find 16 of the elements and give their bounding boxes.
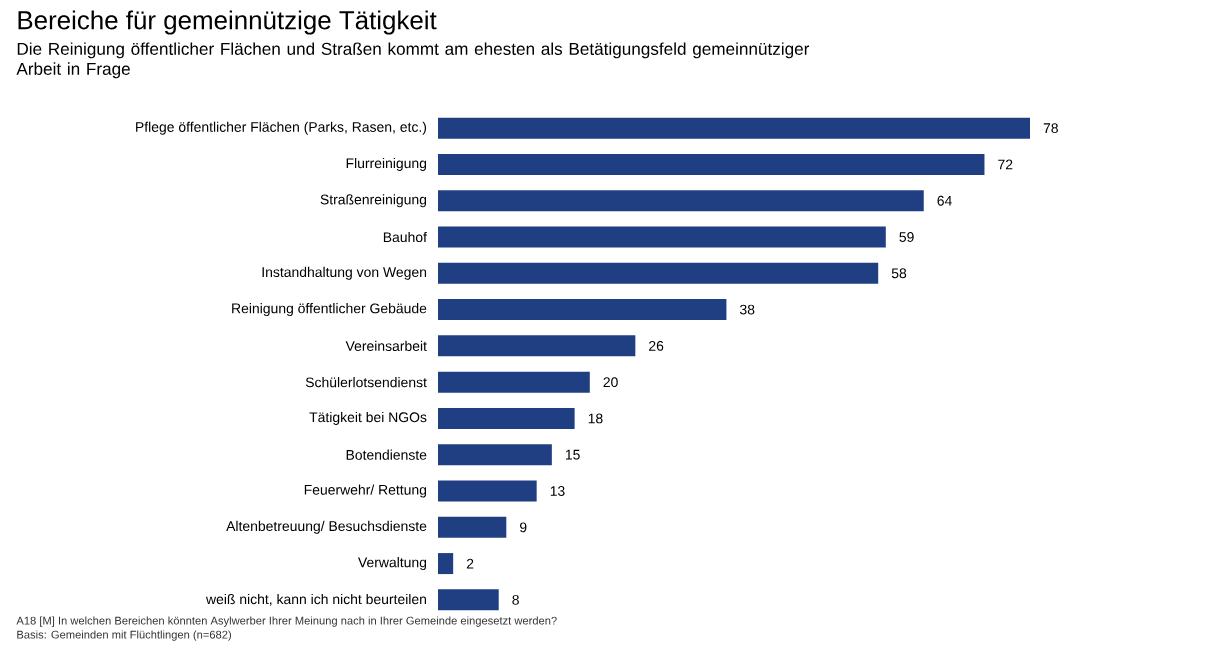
bar xyxy=(438,299,727,321)
bar xyxy=(438,335,636,357)
bar xyxy=(438,117,1030,139)
bar xyxy=(438,190,924,212)
bar xyxy=(438,226,886,248)
bar xyxy=(438,262,879,284)
bar xyxy=(438,444,552,466)
bar xyxy=(438,480,537,502)
chart-subtitle: Die Reinigung öffentlicher Flächen und Straßen kommt am ehesten als Betätigungsfeld gemeinnütziger Arbeit in Frage xyxy=(16,42,810,79)
bar xyxy=(438,553,454,575)
bar xyxy=(438,407,575,429)
bar xyxy=(438,589,499,611)
text: Bereiche für gemeinnützige Tätigkeit xyxy=(18,10,437,35)
bar xyxy=(438,371,590,393)
bar xyxy=(438,516,507,538)
bar xyxy=(438,153,985,175)
